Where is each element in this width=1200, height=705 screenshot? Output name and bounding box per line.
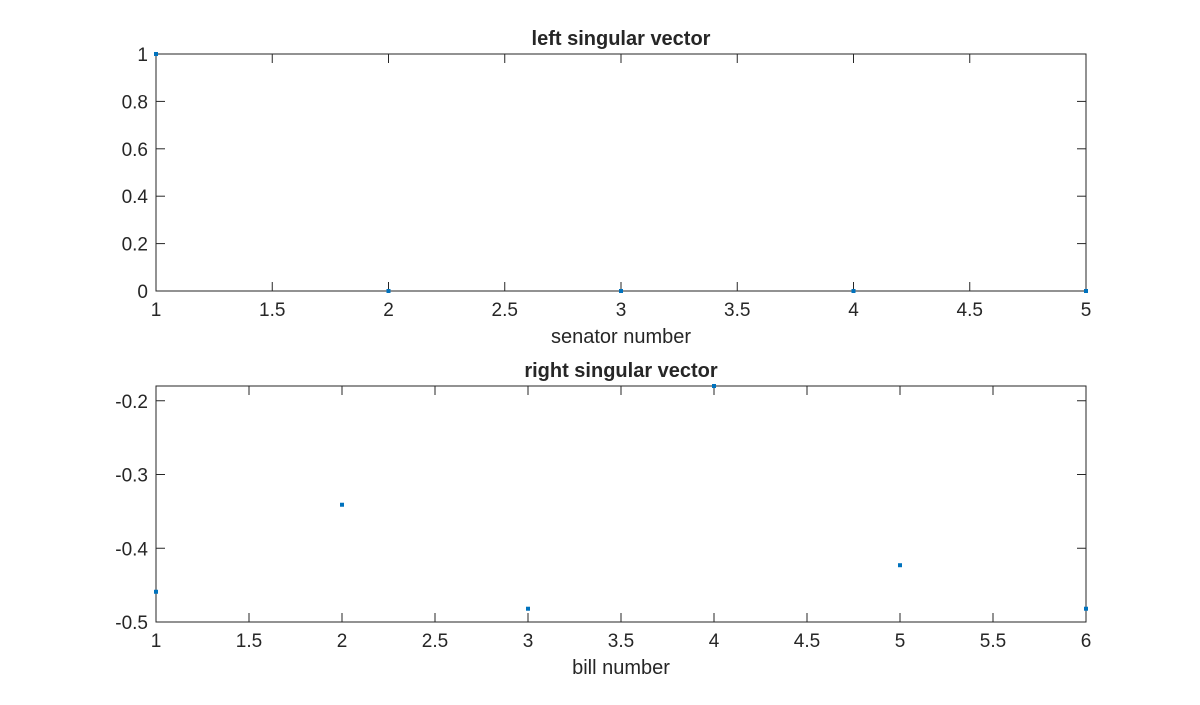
chart-0-xtick-label: 3.5 [724, 300, 750, 321]
chart-1-point [526, 606, 530, 611]
chart-0-point [619, 289, 623, 293]
chart-0-xtick-label: 1.5 [259, 300, 285, 321]
chart-0-xtick-label: 5 [1081, 300, 1092, 321]
chart-1-ytick-label: -0.5 [115, 613, 148, 634]
chart-1-plot-box [155, 385, 1087, 623]
chart-1-xtick-label: 2.5 [422, 631, 448, 652]
right-singular-vector-axes: 1 1.5 2 2.5 3 3.5 4 4.5 5 5.5 6 -0.5 -0.4 -0.3 -0.2 rig… [115, 360, 1091, 679]
chart-1-ytick-label: -0.4 [115, 539, 148, 560]
chart-1-xtick-label: 5.5 [980, 631, 1006, 652]
chart-0-ytick-label: 0.4 [122, 187, 149, 208]
chart-0-point [386, 289, 391, 293]
chart-1-xtick-label: 2 [337, 631, 348, 652]
chart-1-xtick-label: 1.5 [236, 631, 262, 652]
chart-0-ytick-label: 0.8 [122, 92, 148, 113]
chart-0-title: left singular vector [532, 28, 711, 50]
chart-1-ytick-label: -0.3 [115, 466, 148, 487]
chart-0-xtick-label: 2.5 [492, 300, 518, 321]
chart-1-xtick-label: 3 [523, 631, 534, 652]
chart-1-xtick-label: 1 [151, 631, 162, 652]
chart-1-title: right singular vector [524, 360, 718, 382]
chart-0-point [154, 52, 158, 56]
chart-0-plot-box [155, 53, 1087, 292]
chart-0-ytick-label: 1 [137, 45, 148, 66]
chart-0-xtick-label: 1 [151, 300, 162, 321]
chart-1-xtick-label: 3.5 [608, 631, 634, 652]
chart-1-xlabel: bill number [572, 657, 670, 679]
chart-1-ytick-label: -0.2 [115, 392, 148, 413]
chart-1-point [154, 589, 158, 594]
chart-0-ytick-label: 0.6 [122, 140, 148, 161]
left-singular-vector-axes: 1 1.5 2 2.5 3 3.5 4 4.5 5 0 0.2 0.4 0.6 0.8 1 left sing… [122, 28, 1092, 348]
chart-1-xtick-label: 4.5 [794, 631, 820, 652]
chart-1-point [898, 563, 902, 568]
chart-0-xtick-label: 3 [616, 300, 627, 321]
chart-0-ytick-label: 0 [137, 282, 148, 303]
chart-0-xtick-label: 4 [848, 300, 859, 321]
chart-1-point [1084, 606, 1088, 611]
chart-0-ytick-label: 0.2 [122, 235, 148, 256]
chart-0-xlabel: senator number [551, 326, 691, 348]
chart-1-xtick-label: 4 [709, 631, 720, 652]
chart-0-xtick-label: 4.5 [957, 300, 983, 321]
chart-0-point [851, 289, 856, 293]
chart-1-point [340, 502, 344, 507]
chart-1-point [712, 384, 716, 388]
chart-0-point [1084, 289, 1088, 293]
chart-1-xtick-label: 5 [895, 631, 906, 652]
chart-0-xtick-label: 2 [383, 300, 394, 321]
chart-1-xtick-label: 6 [1081, 631, 1092, 652]
